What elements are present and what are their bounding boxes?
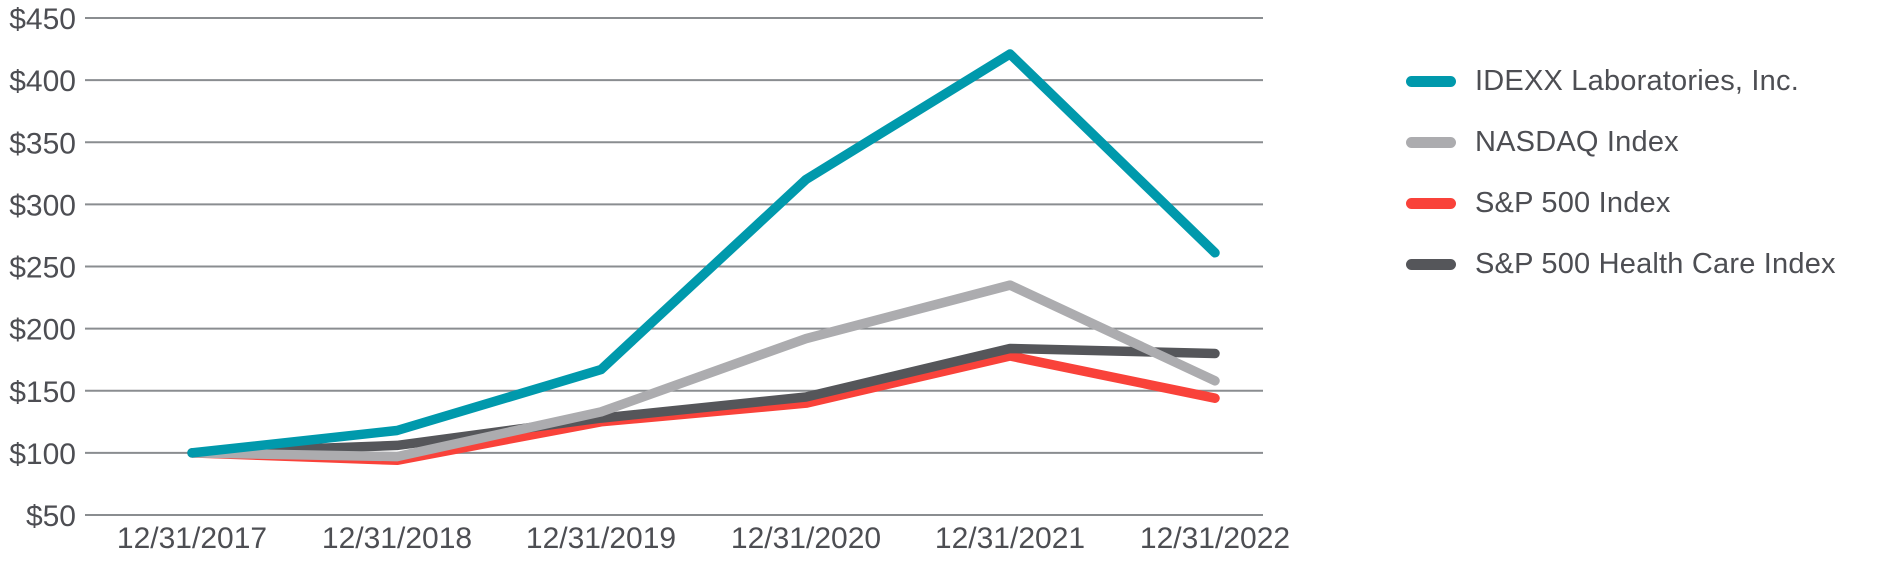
y-axis-tick-label: $400 — [9, 65, 76, 98]
x-axis-tick-label: 12/31/2021 — [935, 522, 1085, 555]
legend-swatch-icon — [1406, 76, 1456, 87]
legend-label: S&P 500 Health Care Index — [1475, 248, 1836, 280]
y-axis-tick-label: $150 — [9, 376, 76, 409]
x-axis-tick-label: 12/31/2022 — [1140, 522, 1290, 555]
y-axis-tick-label: $50 — [26, 500, 76, 533]
x-axis-tick-label: 12/31/2018 — [322, 522, 472, 555]
legend-item-idexx-laboratories-inc: IDEXX Laboratories, Inc. — [1406, 61, 1836, 102]
y-axis-tick-label: $100 — [9, 438, 76, 471]
legend-label: IDEXX Laboratories, Inc. — [1475, 65, 1799, 97]
y-axis-tick-label: $350 — [9, 127, 76, 160]
x-axis-tick-label: 12/31/2020 — [731, 522, 881, 555]
legend-label: S&P 500 Index — [1475, 187, 1671, 219]
legend-item-s-p-500-index: S&P 500 Index — [1406, 183, 1836, 224]
y-axis-tick-label: $300 — [9, 189, 76, 222]
legend-swatch-icon — [1406, 137, 1456, 148]
series-line-nasdaq-index — [187, 280, 1220, 462]
y-axis-tick-label: $200 — [9, 314, 76, 347]
legend-label: NASDAQ Index — [1475, 126, 1679, 158]
x-axis-tick-label: 12/31/2017 — [117, 522, 267, 555]
chart-legend: IDEXX Laboratories, Inc. NASDAQ Index S&P … — [1406, 61, 1836, 285]
legend-item-nasdaq-index: NASDAQ Index — [1406, 122, 1836, 163]
y-axis-tick-label: $450 — [9, 3, 76, 36]
x-axis-tick-label: 12/31/2019 — [526, 522, 676, 555]
y-axis-tick-label: $250 — [9, 252, 76, 285]
legend-swatch-icon — [1406, 259, 1456, 270]
series-line-s-p-500-health-care-index — [187, 343, 1220, 458]
series-line-idexx-laboratories-inc — [187, 49, 1220, 458]
legend-swatch-icon — [1406, 198, 1456, 209]
legend-item-s-p-500-health-care-index: S&P 500 Health Care Index — [1406, 244, 1836, 285]
